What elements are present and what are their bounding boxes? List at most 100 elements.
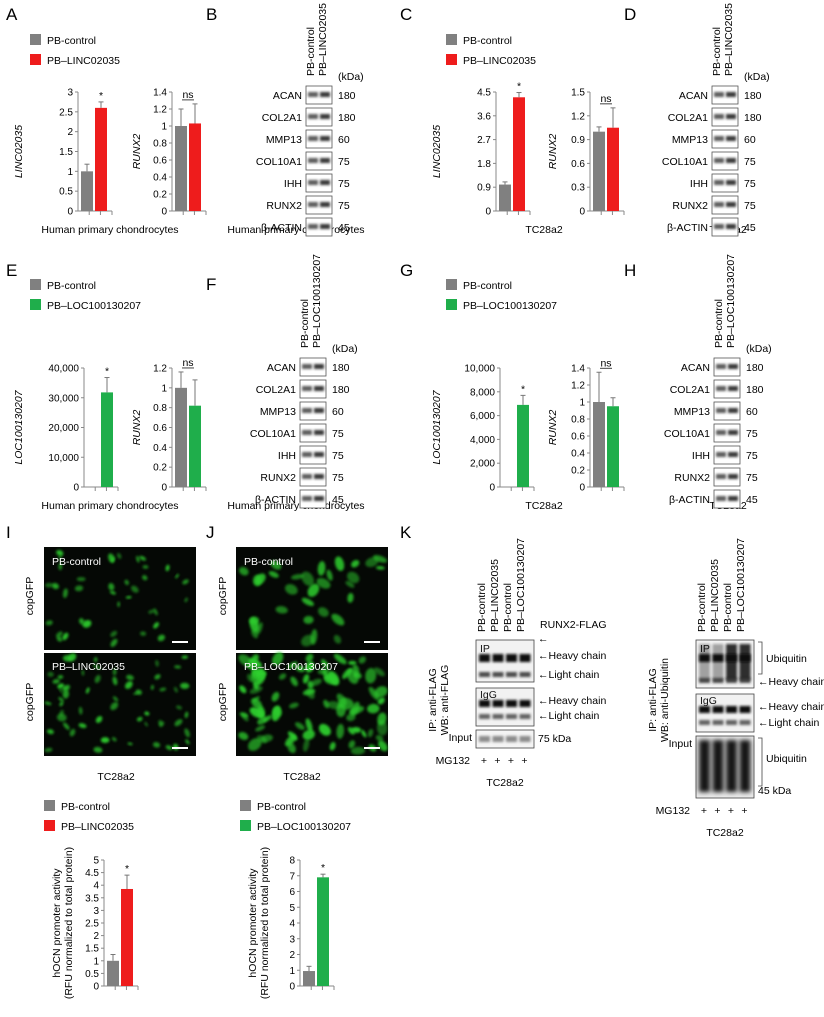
y-tick-label: 30,000: [48, 393, 79, 404]
gfp-cell: [45, 582, 53, 588]
lane-label: PB-control: [502, 583, 514, 632]
size-label: 75: [746, 428, 758, 440]
protein-label: COL2A1: [256, 384, 296, 396]
gfp-cell: [373, 555, 387, 563]
size-label: 75: [744, 178, 756, 190]
gfp-cell: [347, 592, 354, 603]
gfp-cell: [62, 632, 69, 641]
gfp-cell: [256, 668, 264, 677]
micro-label-i-linc: PB–LINC02035: [52, 661, 125, 673]
gfp-cell: [153, 608, 158, 616]
protein-label: β-ACTIN: [261, 222, 302, 234]
gfp-cell: [85, 687, 90, 694]
y-tick-label: 0: [161, 207, 167, 218]
gfp-cell: [117, 601, 121, 608]
y-tick-label: 0.6: [571, 432, 585, 443]
gfp-cell: [301, 597, 314, 606]
legend-swatch-loc: [446, 299, 457, 310]
copgfp-label: copGFP: [24, 577, 36, 616]
protein-label: MMP13: [266, 134, 302, 146]
bar-chart-c-runx2: 0 0.3 0.6 0.9 1.2 1.5 ns RUNX2: [547, 88, 625, 218]
gfp-cell: [377, 697, 385, 705]
blot-box: [713, 401, 741, 421]
y-tick-label: 3: [93, 906, 99, 917]
size-label: 75: [338, 156, 350, 168]
blot-band: [728, 496, 738, 501]
blot-box: [711, 107, 739, 127]
legend-e: PB-control PB–LOC100130207: [30, 279, 141, 312]
gfp-cell: [239, 685, 247, 694]
legend-swatch-control: [240, 800, 251, 811]
y-tick-label: 10,000: [464, 364, 495, 375]
blot-box: [305, 107, 333, 127]
gfp-cell: [62, 689, 70, 699]
heavy-chain-label: ←Heavy chain: [758, 701, 824, 713]
heavy-chain-band: [479, 700, 490, 707]
gfp-cell: [157, 634, 166, 642]
gfp-cell: [110, 702, 119, 711]
protein-label: COL2A1: [670, 384, 710, 396]
blot-band: [726, 224, 736, 229]
y-tick-label: 3.6: [477, 111, 491, 122]
size-label: 75: [338, 178, 350, 190]
bar-treatment: [189, 123, 201, 211]
y-tick-label: 0.5: [85, 969, 99, 980]
y-tick-label: 0: [161, 483, 167, 494]
blot-band: [728, 430, 738, 435]
heavy-chain-band: [479, 654, 490, 662]
significance-ns: ns: [600, 357, 611, 369]
gfp-cell: [165, 564, 170, 572]
blot-band: [308, 92, 318, 97]
light-chain-band: [492, 672, 504, 677]
ip-western-blots-k: PB-control PB–LINC02035 PB-control PB–LOC10…: [427, 538, 824, 839]
bar-treatment: [189, 405, 201, 487]
gfp-cell: [257, 716, 267, 725]
caption-e: Human primary chondrocytes: [41, 500, 178, 512]
blot-band: [314, 364, 324, 369]
legend-swatch-control: [44, 800, 55, 811]
gfp-cell: [135, 689, 142, 695]
light-chain-band: [492, 714, 504, 719]
size-label: 180: [746, 384, 764, 396]
y-tick-label: 1.5: [59, 147, 73, 158]
significance-ns: ns: [182, 357, 193, 369]
size-label: 180: [338, 90, 356, 102]
y-tick-label: 0.9: [571, 135, 585, 146]
panel-letter-j: J: [206, 523, 215, 542]
gfp-cell: [185, 739, 190, 745]
gfp-cell: [361, 729, 367, 738]
caption-j: TC28a2: [283, 771, 321, 783]
blot-box: [299, 445, 327, 465]
gfp-cell: [94, 674, 101, 684]
ip-label: IP: [700, 643, 710, 655]
legend-g: PB-control PB–LOC100130207: [446, 279, 557, 312]
y-tick-label: 0: [93, 982, 99, 993]
igg-label: IgG: [700, 695, 717, 707]
gfp-cell: [174, 719, 183, 727]
gfp-cell: [287, 742, 296, 754]
gfp-cell: [254, 573, 266, 585]
gfp-cell: [52, 679, 60, 684]
gfp-cell: [333, 634, 342, 644]
plus-sign: +: [481, 755, 487, 767]
gfp-cell: [305, 661, 315, 673]
gfp-cell: [255, 622, 263, 635]
plus-sign: +: [494, 755, 500, 767]
legend-label-loc: PB–LOC100130207: [47, 300, 141, 312]
input-band: [519, 736, 531, 742]
gfp-cell: [78, 618, 85, 625]
y-tick-label: 0.9: [477, 183, 491, 194]
y-tick-label: 6,000: [470, 411, 495, 422]
k-axis-label: IP: anti-FLAG: [427, 668, 439, 732]
y-axis-label: (RFU normalized to total protein): [63, 847, 75, 999]
heavy-chain-band: [712, 654, 724, 662]
gfp-cell: [346, 668, 359, 684]
gfp-cell: [150, 684, 154, 690]
blot-band: [302, 386, 312, 391]
y-tick-label: 2.5: [59, 107, 73, 118]
y-tick-label: 3: [67, 88, 73, 99]
blot-band: [714, 202, 724, 207]
light-chain-band: [739, 720, 751, 725]
gfp-cell: [247, 738, 262, 751]
igg-label: IgG: [480, 689, 497, 701]
